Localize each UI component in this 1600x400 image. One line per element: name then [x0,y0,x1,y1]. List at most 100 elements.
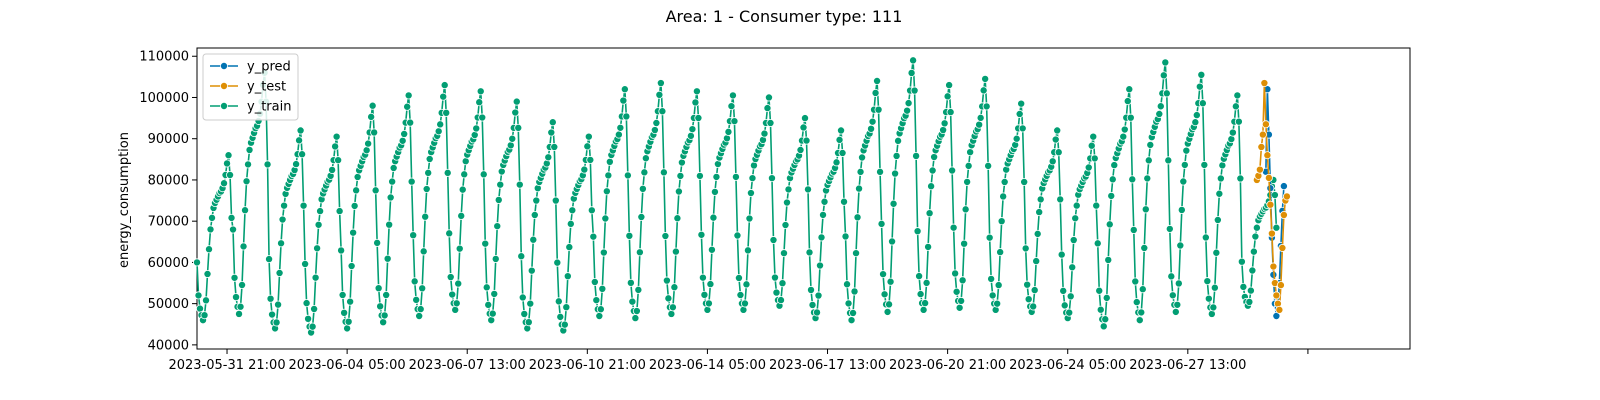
data-point [919,305,928,314]
data-point [907,68,916,77]
data-point [958,276,967,285]
data-point [770,273,779,282]
data-point [460,170,469,179]
data-point [1051,135,1060,144]
data-point [206,225,215,234]
data-point [880,290,889,299]
data-point [544,153,553,162]
data-point [1129,225,1138,234]
data-point [782,198,791,207]
data-point [220,179,229,188]
data-point [374,284,383,293]
data-point [922,278,931,287]
data-point [1276,281,1285,290]
plot-area [196,47,1411,350]
data-point [1030,286,1039,295]
data-point [813,308,822,317]
data-point [1095,286,1104,295]
data-point [445,229,454,238]
data-point [730,117,739,126]
data-point [1234,117,1243,126]
data-point [835,135,844,144]
data-point [661,232,670,241]
data-point [924,242,933,251]
data-point [551,196,560,205]
data-point [1018,124,1027,133]
data-point [1053,126,1062,135]
data-point [697,230,706,239]
data-point [1105,220,1114,229]
data-point [1089,132,1098,141]
data-point [764,93,773,102]
data-point [556,312,565,321]
data-point [362,146,371,155]
data-point [694,114,703,123]
data-point [779,249,788,258]
data-point [1072,201,1081,210]
data-point [912,151,921,160]
data-point [1054,148,1063,157]
data-point [631,314,640,323]
legend-item-y-test: y_test [210,80,286,95]
data-point [379,318,388,327]
data-point [592,296,601,305]
data-point [419,247,428,256]
data-point [1164,156,1173,165]
data-point [640,168,649,177]
data-point [560,320,569,329]
data-point [1012,134,1021,143]
data-point [1198,99,1207,108]
data-point [837,126,846,135]
data-point [304,314,313,323]
data-point [748,174,757,183]
data-point [553,258,562,267]
data-point [308,322,317,331]
data-point [868,117,877,126]
data-point [373,238,382,247]
data-point [349,228,358,237]
data-point [925,209,934,218]
data-point [1128,175,1137,184]
data-point [493,222,502,231]
data-point [1066,292,1075,301]
data-point [673,214,682,223]
data-point [316,207,325,216]
data-point [1146,140,1155,149]
data-point [1057,250,1066,259]
data-point [554,297,563,306]
data-point [589,232,598,241]
data-point [1141,205,1150,214]
data-point [1248,266,1257,275]
data-point [1071,214,1080,223]
data-point [1125,85,1134,94]
data-point [638,184,647,193]
data-point [202,296,211,305]
data-point [913,227,922,236]
data-point [1246,286,1255,295]
data-point [302,299,311,308]
y-axis-label: energy_consumption [117,132,132,268]
data-point [484,300,493,309]
data-point [478,113,487,122]
data-point [526,299,535,308]
data-point [1156,102,1165,111]
data-point [1104,255,1113,264]
data-point [527,266,536,275]
data-point [819,210,828,219]
data-point [987,274,996,283]
data-point [602,187,611,196]
data-point [769,236,778,245]
y-tick-label: 70000 [148,215,189,230]
data-point [634,285,643,294]
data-point [412,295,421,304]
data-point [598,284,607,293]
data-point [496,180,505,189]
data-point [461,157,470,166]
data-point [415,312,424,321]
y-tick-label: 90000 [148,132,189,147]
data-point [446,273,455,282]
data-point [272,318,281,327]
data-point [1182,146,1191,155]
data-point [1167,272,1176,281]
data-point [277,239,286,248]
